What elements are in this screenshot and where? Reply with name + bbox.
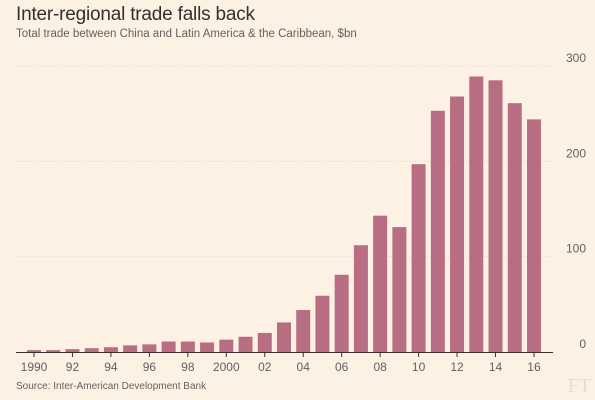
bar-1997 [161, 341, 176, 352]
x-tick-label-98: 98 [181, 360, 195, 374]
bar-2008 [373, 215, 388, 352]
x-tick-label-92: 92 [66, 360, 80, 374]
bar-1995 [123, 345, 138, 352]
bar-1998 [180, 341, 195, 352]
x-tick-label-96: 96 [143, 360, 157, 374]
x-tick-label-10: 10 [412, 360, 426, 374]
bar-2016 [526, 119, 541, 352]
bar-2004 [296, 310, 311, 352]
x-tick-label-94: 94 [104, 360, 118, 374]
bars [27, 76, 541, 353]
bar-2015 [507, 103, 522, 353]
chart-subtitle: Total trade between China and Latin Amer… [16, 28, 357, 40]
x-tick-label-2000: 2000 [213, 360, 240, 374]
bar-1999 [200, 342, 215, 352]
x-tick-label-02: 02 [258, 360, 272, 374]
bar-1993 [84, 348, 99, 352]
bar-2013 [469, 76, 484, 353]
x-tick-label-12: 12 [450, 360, 464, 374]
bar-1996 [142, 344, 157, 352]
bar-2007 [353, 245, 368, 352]
y-tick-label-300: 300 [566, 51, 586, 65]
x-tick-label-08: 08 [373, 360, 387, 374]
bar-2001 [238, 336, 253, 352]
x-tick-label-14: 14 [489, 360, 503, 374]
bar-2005 [315, 295, 330, 352]
bar-2009 [392, 227, 407, 352]
bar-2014 [488, 80, 503, 353]
bar-2002 [257, 332, 272, 352]
bar-1991 [46, 350, 61, 352]
x-tick-label-1990: 1990 [21, 360, 48, 374]
source-note: Source: Inter-American Development Bank [16, 381, 207, 392]
x-tick-label-16: 16 [527, 360, 541, 374]
bar-2012 [450, 96, 465, 352]
x-axis-ticks: 1990 92 94 96 98 2000 02 04 06 08 10 12 14 16 [16, 352, 553, 374]
x-tick-label-04: 04 [297, 360, 311, 374]
y-axis-ticks: 0 100 200 300 [566, 51, 586, 351]
ft-logo: FT [567, 375, 591, 397]
x-tick-label-06: 06 [335, 360, 349, 374]
y-tick-label-0: 0 [579, 337, 586, 351]
chart-title: Inter-regional trade falls back [16, 4, 255, 25]
y-tick-label-200: 200 [566, 146, 586, 160]
bar-1994 [103, 347, 118, 352]
bar-2000 [219, 339, 234, 352]
bar-2011 [430, 110, 445, 352]
bar-2006 [334, 274, 349, 352]
bar-2003 [276, 322, 291, 352]
bar-1990 [27, 350, 41, 352]
bar-1992 [65, 349, 80, 352]
y-tick-label-100: 100 [566, 242, 586, 256]
bar-2010 [411, 164, 426, 352]
